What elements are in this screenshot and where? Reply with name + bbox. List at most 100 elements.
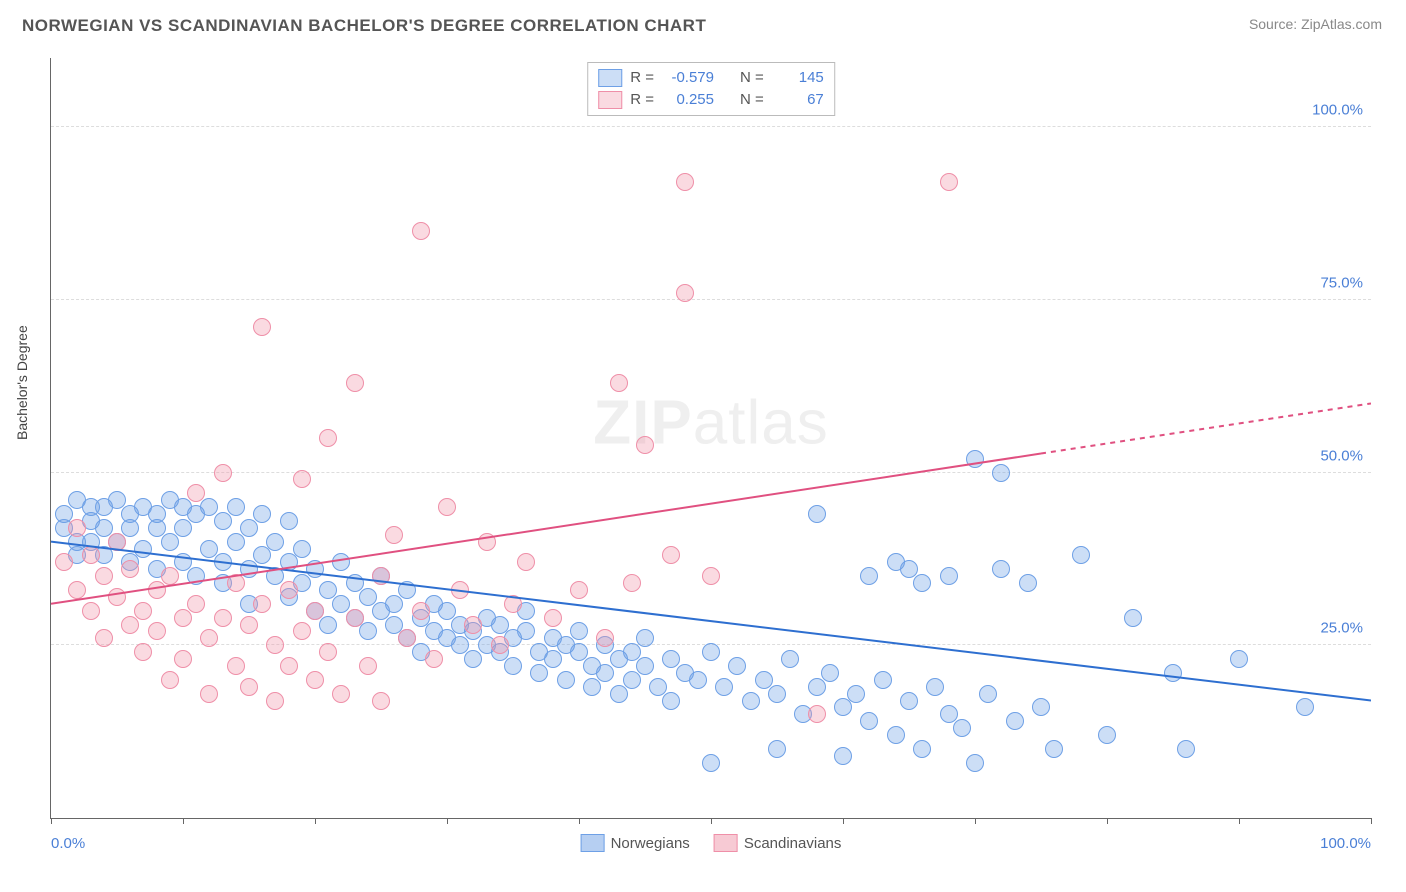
scatter-point	[187, 484, 205, 502]
scatter-point	[174, 650, 192, 668]
y-axis-label: Bachelor's Degree	[14, 325, 30, 440]
scatter-point	[187, 595, 205, 613]
scatter-point	[847, 685, 865, 703]
scatter-point	[662, 546, 680, 564]
scatter-point	[808, 705, 826, 723]
scatter-point	[293, 622, 311, 640]
legend-swatch	[598, 69, 622, 87]
scatter-point	[596, 629, 614, 647]
scatter-point	[781, 650, 799, 668]
correlation-legend-row: R =0.255N =67	[598, 89, 824, 111]
x-tick-mark	[711, 818, 712, 824]
scatter-point	[808, 678, 826, 696]
scatter-point	[227, 533, 245, 551]
x-tick-mark	[315, 818, 316, 824]
scatter-point	[887, 726, 905, 744]
scatter-point	[121, 560, 139, 578]
watermark: ZIPatlas	[593, 387, 828, 458]
scatter-point	[174, 609, 192, 627]
x-tick-mark	[183, 818, 184, 824]
scatter-point	[1098, 726, 1116, 744]
scatter-point	[966, 450, 984, 468]
scatter-point	[504, 657, 522, 675]
scatter-point	[293, 540, 311, 558]
scatter-point	[636, 629, 654, 647]
series-legend-item: Norwegians	[581, 834, 690, 852]
scatter-point	[860, 567, 878, 585]
scatter-point	[200, 685, 218, 703]
scatter-point	[834, 698, 852, 716]
y-tick-label: 25.0%	[1320, 620, 1363, 637]
scatter-point	[504, 595, 522, 613]
scatter-point	[280, 553, 298, 571]
scatter-point	[940, 173, 958, 191]
series-legend-label: Scandinavians	[744, 835, 842, 852]
scatter-point	[108, 533, 126, 551]
scatter-point	[610, 685, 628, 703]
scatter-point	[82, 546, 100, 564]
scatter-point	[451, 581, 469, 599]
scatter-point	[702, 754, 720, 772]
scatter-point	[332, 685, 350, 703]
x-tick-mark	[1107, 818, 1108, 824]
source-link[interactable]: ZipAtlas.com	[1301, 16, 1382, 32]
scatter-point	[372, 567, 390, 585]
scatter-point	[425, 650, 443, 668]
scatter-point	[464, 616, 482, 634]
scatter-point	[121, 616, 139, 634]
gridline	[51, 126, 1371, 127]
scatter-point	[1019, 574, 1037, 592]
scatter-point	[319, 429, 337, 447]
y-tick-label: 50.0%	[1320, 447, 1363, 464]
scatter-point	[636, 436, 654, 454]
scatter-point	[319, 616, 337, 634]
scatter-point	[200, 629, 218, 647]
scatter-point	[346, 374, 364, 392]
scatter-point	[1124, 609, 1142, 627]
chart-title: NORWEGIAN VS SCANDINAVIAN BACHELOR'S DEG…	[22, 16, 706, 36]
scatter-point	[570, 581, 588, 599]
scatter-point	[689, 671, 707, 689]
scatter-point	[174, 519, 192, 537]
scatter-point	[676, 173, 694, 191]
scatter-point	[161, 671, 179, 689]
scatter-point	[227, 574, 245, 592]
x-tick-label-right: 100.0%	[1320, 835, 1371, 852]
scatter-point	[293, 470, 311, 488]
scatter-point	[412, 602, 430, 620]
scatter-point	[953, 719, 971, 737]
scatter-point	[544, 609, 562, 627]
scatter-point	[517, 622, 535, 640]
scatter-point	[214, 464, 232, 482]
scatter-point	[68, 519, 86, 537]
scatter-point	[544, 650, 562, 668]
scatter-point	[530, 664, 548, 682]
correlation-legend-row: R =-0.579N =145	[598, 67, 824, 89]
legend-swatch	[598, 91, 622, 109]
scatter-point	[874, 671, 892, 689]
x-tick-label-left: 0.0%	[51, 835, 85, 852]
scatter-point	[702, 567, 720, 585]
scatter-point	[596, 664, 614, 682]
scatter-point	[979, 685, 997, 703]
scatter-point	[359, 622, 377, 640]
x-tick-mark	[1371, 818, 1372, 824]
scatter-point	[134, 643, 152, 661]
scatter-point	[728, 657, 746, 675]
scatter-point	[240, 519, 258, 537]
scatter-point	[319, 643, 337, 661]
scatter-point	[1177, 740, 1195, 758]
scatter-point	[742, 692, 760, 710]
scatter-point	[1296, 698, 1314, 716]
scatter-point	[266, 636, 284, 654]
scatter-point	[940, 567, 958, 585]
scatter-point	[926, 678, 944, 696]
scatter-point	[768, 740, 786, 758]
scatter-point	[478, 533, 496, 551]
x-tick-mark	[447, 818, 448, 824]
scatter-point	[570, 622, 588, 640]
scatter-point	[240, 560, 258, 578]
scatter-point	[834, 747, 852, 765]
scatter-point	[306, 671, 324, 689]
gridline	[51, 299, 1371, 300]
